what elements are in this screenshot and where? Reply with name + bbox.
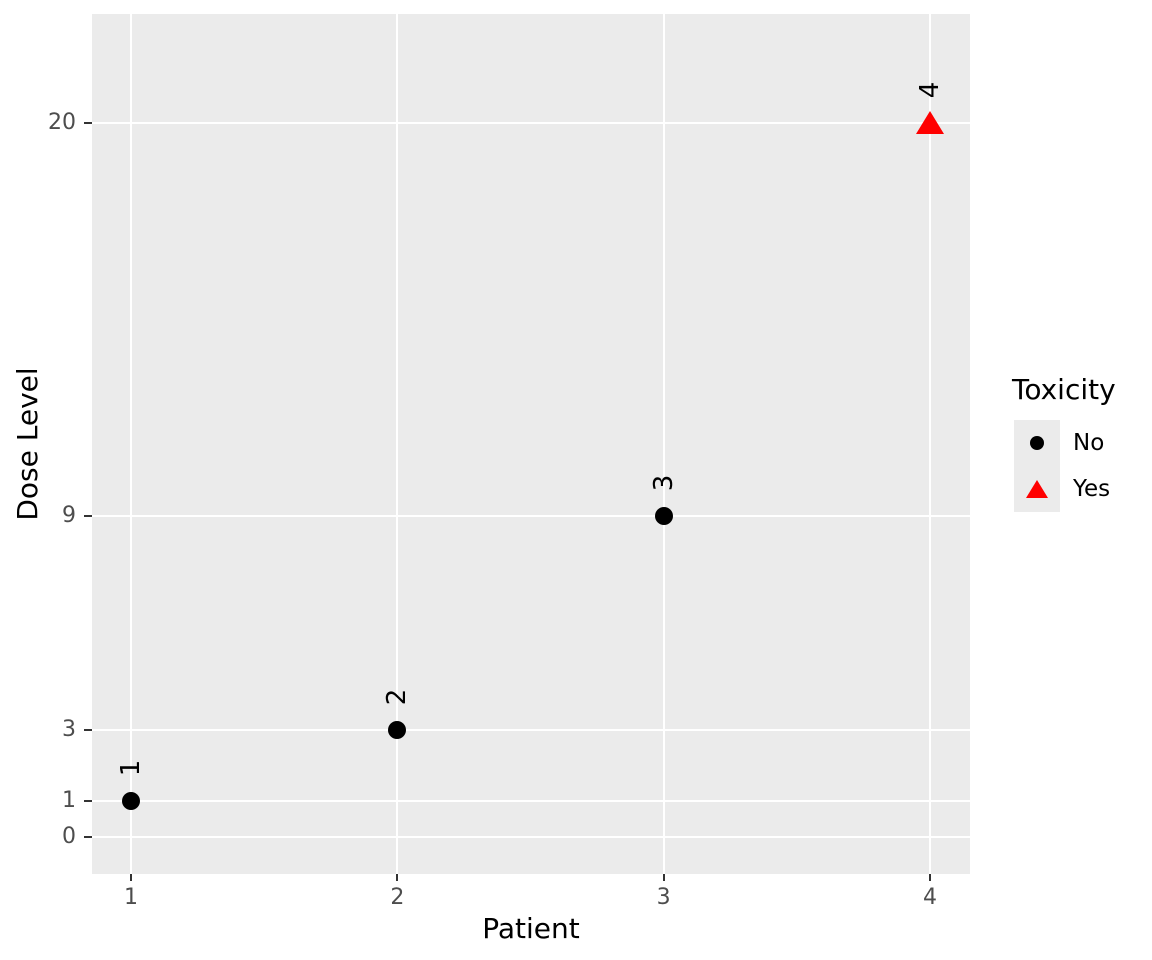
x-tick-label: 4: [922, 885, 937, 910]
x-tick-label: 3: [656, 885, 671, 910]
gridline-vertical: [396, 14, 399, 874]
y-axis-title: Dose Level: [11, 367, 44, 521]
y-tick-label: 0: [62, 824, 76, 849]
y-tick-label: 20: [48, 109, 76, 135]
legend-label: Yes: [1073, 476, 1111, 502]
gridline-vertical: [662, 14, 665, 874]
y-tick-label: 3: [62, 716, 76, 742]
point-label: 4: [914, 81, 945, 99]
point-label: 3: [648, 474, 679, 491]
gridline-horizontal: [92, 121, 970, 124]
y-axis-tick-mark: [84, 800, 92, 803]
legend-label: No: [1073, 430, 1105, 456]
gridline-vertical: [928, 14, 931, 874]
y-tick-label: 1: [62, 788, 76, 814]
legend-circle-symbol: [1030, 436, 1044, 450]
y-tick-label: 9: [62, 502, 76, 528]
data-point-circle: [388, 720, 407, 739]
y-axis-tick-mark: [84, 836, 92, 838]
gridline-horizontal: [92, 728, 970, 731]
x-axis-tick-mark: [928, 874, 931, 881]
y-axis-tick-mark: [84, 514, 92, 517]
legend-triangle-symbol: [1026, 480, 1048, 498]
point-label: 1: [116, 760, 146, 777]
y-axis-tick-mark: [84, 728, 92, 731]
x-tick-label: 1: [124, 885, 138, 910]
x-tick-label: 2: [390, 885, 405, 910]
point-label: 2: [382, 688, 413, 706]
gridline-horizontal: [92, 800, 970, 803]
y-axis-tick-mark: [84, 121, 92, 124]
legend-title: Toxicity: [1012, 373, 1116, 406]
data-point-circle: [654, 506, 673, 525]
gridline-horizontal: [92, 836, 970, 838]
x-axis-tick-mark: [662, 874, 665, 881]
x-axis-tick-mark: [396, 874, 399, 881]
x-axis-title: Patient: [482, 912, 580, 945]
gridline-vertical: [130, 14, 132, 874]
x-axis-tick-mark: [130, 874, 132, 881]
data-point-triangle: [915, 110, 944, 134]
plot-panel: [92, 14, 970, 874]
gridline-horizontal: [92, 514, 970, 517]
data-point-circle: [122, 792, 140, 811]
